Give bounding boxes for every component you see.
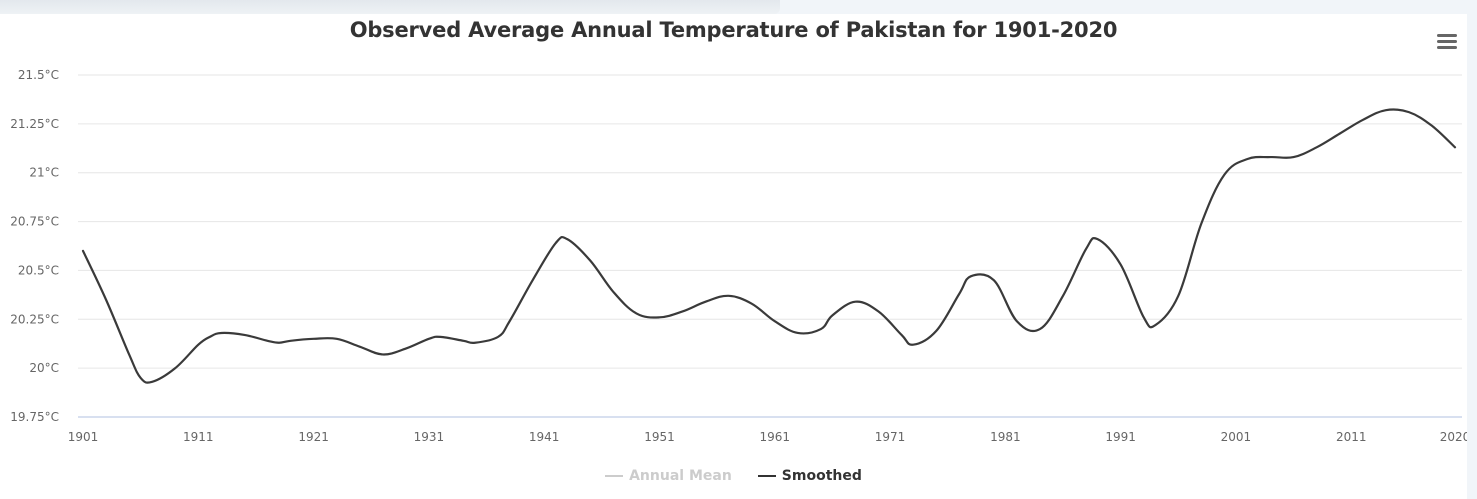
- x-tick-label: 1901: [68, 430, 99, 444]
- x-tick-label: 1961: [759, 430, 790, 444]
- grid-lines: [78, 74, 1462, 418]
- x-tick-label: 1951: [644, 430, 675, 444]
- x-tick-label: 1941: [529, 430, 560, 444]
- y-tick-label: 21°C: [29, 166, 59, 180]
- x-axis-ticks: 1901 1911 1921 1931 1941 1951 1961 1971 1981 1991…: [68, 430, 1467, 444]
- x-tick-label: 1991: [1105, 430, 1136, 444]
- y-axis-ticks: 19.75°C 20°C 20.25°C 20.5°C 20.75°C 21°C 21.25…: [10, 68, 59, 424]
- x-tick-label: 2011: [1336, 430, 1367, 444]
- series-line-smoothed[interactable]: [81, 108, 1457, 384]
- y-tick-label: 20.75°C: [10, 215, 59, 229]
- legend-label: Smoothed: [781, 468, 862, 484]
- x-tick-label: 1971: [875, 430, 906, 444]
- legend-label: Annual Mean: [629, 468, 732, 484]
- scrollbar-track[interactable]: [1467, 0, 1477, 499]
- x-tick-label: 1981: [990, 430, 1021, 444]
- line-chart: 19.75°C 20°C 20.25°C 20.5°C 20.75°C 21°C 21.25…: [10, 68, 1467, 444]
- y-tick-label: 21.25°C: [10, 117, 59, 131]
- x-tick-label: 1921: [298, 430, 329, 444]
- hamburger-menu-icon: [1437, 34, 1457, 37]
- x-tick-label: 2020: [1440, 430, 1467, 444]
- y-tick-label: 21.5°C: [18, 68, 59, 82]
- y-tick-label: 20°C: [29, 361, 59, 375]
- legend-item-smoothed[interactable]: Smoothed: [757, 468, 862, 484]
- legend-item-annual-mean[interactable]: Annual Mean: [605, 468, 732, 484]
- chart-legend: Annual Mean Smoothed: [0, 468, 1467, 484]
- hamburger-menu-icon-bar: [1437, 40, 1457, 43]
- y-tick-label: 20.5°C: [18, 263, 59, 277]
- chart-title: Observed Average Annual Temperature of P…: [349, 18, 1118, 42]
- series-group: [81, 108, 1457, 384]
- x-tick-label: 1911: [183, 430, 214, 444]
- hamburger-menu-icon-bar: [1437, 46, 1457, 49]
- page-top-panel: [0, 0, 780, 14]
- legend-line-icon: [757, 475, 776, 477]
- legend-line-icon: [605, 475, 624, 477]
- y-tick-label: 20.25°C: [10, 312, 59, 326]
- x-tick-label: 1931: [414, 430, 445, 444]
- y-tick-label: 19.75°C: [10, 410, 59, 424]
- x-tick-label: 2001: [1221, 430, 1252, 444]
- chart-context-menu-button[interactable]: [1435, 32, 1459, 52]
